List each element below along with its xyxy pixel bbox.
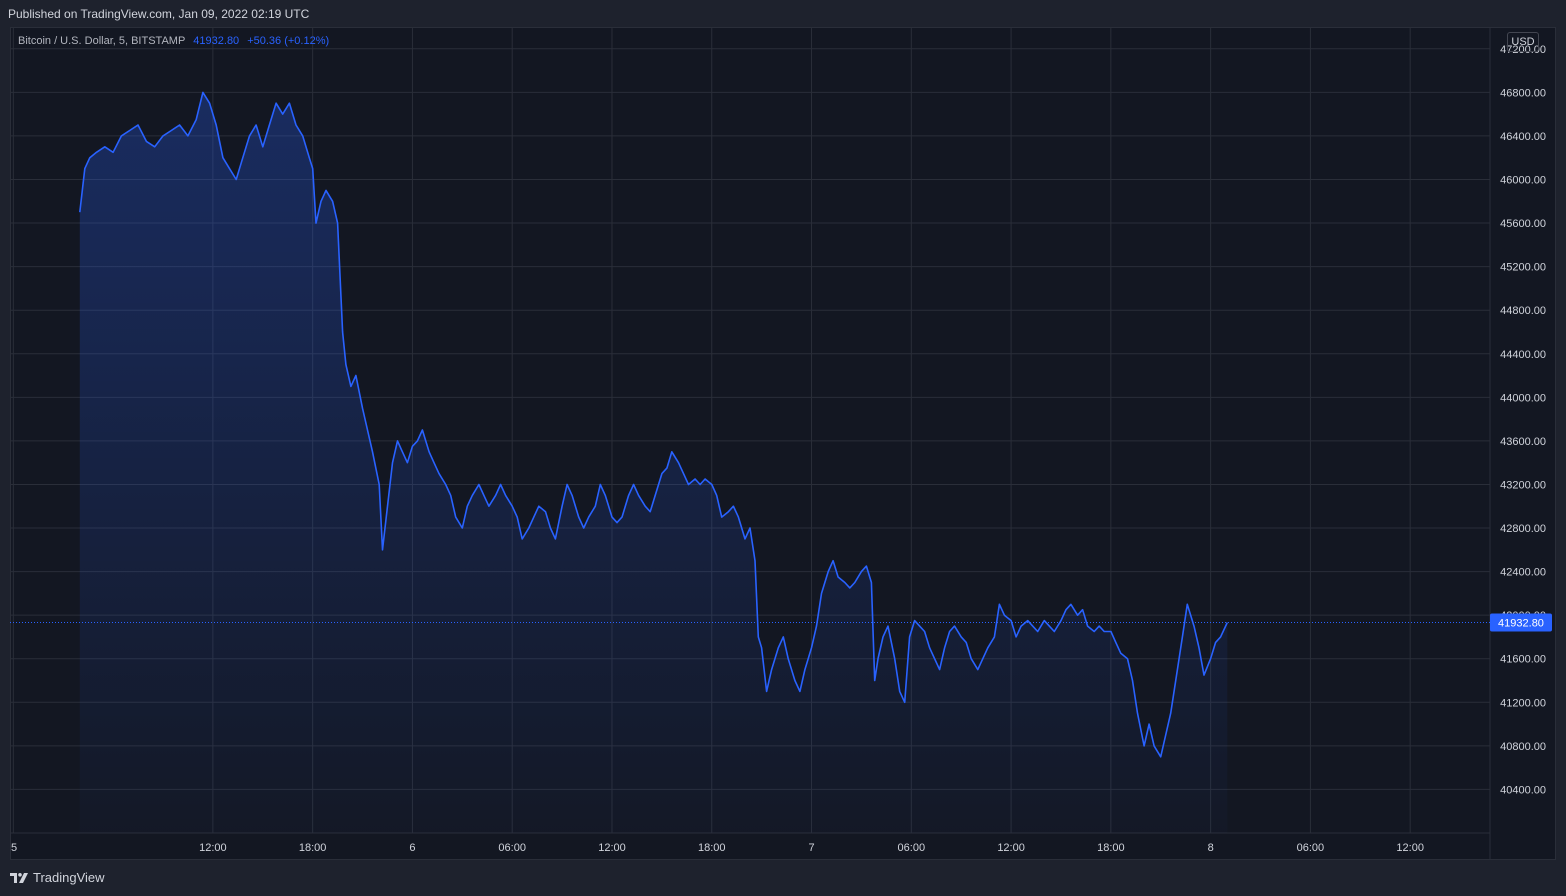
time-axis[interactable]: 5 12:00 18:00 6 06:00 12:00 18:00 7 06:00 12:00 18… [11, 842, 1424, 854]
time-tick-label: 06:00 [1297, 842, 1325, 854]
price-tick-label: 47200.00 [1500, 44, 1546, 56]
price-tick-label: 46000.00 [1500, 174, 1546, 186]
symbol-legend: Bitcoin / U.S. Dollar, 5, BITSTAMP 41932.… [18, 35, 329, 47]
time-tick-label: 12:00 [997, 842, 1025, 854]
price-tick-label: 43200.00 [1500, 479, 1546, 491]
price-change: +50.36 (+0.12%) [247, 35, 330, 47]
price-tick-label: 46400.00 [1500, 131, 1546, 143]
price-area [79, 92, 1228, 833]
time-tick-label: 18:00 [698, 842, 726, 854]
price-tick-label: 44000.00 [1500, 392, 1546, 404]
time-tick-label: 12:00 [598, 842, 626, 854]
last-price-value: 41932.80 [193, 35, 240, 47]
last-price-badge [1490, 613, 1552, 632]
time-tick-label: 6 [409, 842, 415, 854]
time-tick-label: 12:00 [199, 842, 227, 854]
price-tick-label: 46800.00 [1500, 87, 1546, 99]
price-tick-label: 45600.00 [1500, 218, 1546, 230]
price-line [79, 91, 1229, 758]
time-tick-label: 18:00 [299, 842, 327, 854]
price-tick-label: 41200.00 [1500, 697, 1546, 709]
price-tick-label: 44400.00 [1500, 349, 1546, 361]
time-tick-label: 18:00 [1097, 842, 1125, 854]
price-tick-label: 40400.00 [1500, 784, 1546, 796]
price-axis[interactable]: 47200.00 46800.00 46400.00 46000.00 45600.00… [1500, 44, 1546, 797]
tradingview-brand: TradingView [33, 870, 105, 885]
time-tick-label: 5 [11, 842, 17, 854]
tradingview-icon [10, 872, 28, 884]
price-tick-label: 42800.00 [1500, 523, 1546, 535]
price-tick-label: 40800.00 [1500, 741, 1546, 753]
symbol-name: Bitcoin / U.S. Dollar, 5, BITSTAMP [18, 35, 186, 47]
last-price-badge-text: 41932.80 [1498, 617, 1544, 629]
price-tick-label: 41600.00 [1500, 654, 1546, 666]
currency-button[interactable]: USD [1507, 32, 1539, 52]
time-tick-label: 06:00 [498, 842, 526, 854]
time-tick-label: 06:00 [898, 842, 926, 854]
time-tick-label: 8 [1208, 842, 1214, 854]
time-tick-label: 12:00 [1396, 842, 1424, 854]
price-tick-label: 42400.00 [1500, 567, 1546, 579]
last-price-label: 41932.80 [1490, 613, 1552, 632]
tradingview-logo[interactable]: TradingView [10, 870, 105, 885]
price-tick-label: 44800.00 [1500, 305, 1546, 317]
published-note: Published on TradingView.com, Jan 09, 20… [8, 7, 310, 21]
price-tick-label: 45200.00 [1500, 262, 1546, 274]
price-tick-label: 43600.00 [1500, 436, 1546, 448]
time-tick-label: 7 [808, 842, 814, 854]
